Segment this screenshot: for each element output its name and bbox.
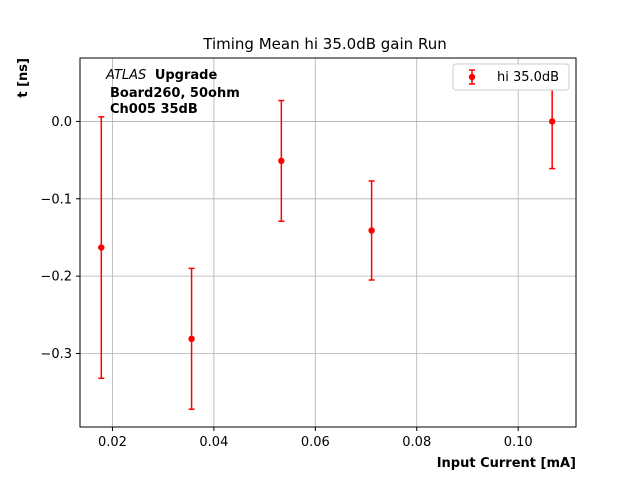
y-tick-label: −0.3 xyxy=(40,347,72,362)
point-marker xyxy=(368,227,375,234)
axis-ticks: 0.02 0.04 0.06 0.08 0.10 −0.3 −0.2 −0.1 0.0 xyxy=(40,115,532,450)
y-axis-label: t [ns] xyxy=(16,58,31,98)
x-tick-label: 0.04 xyxy=(199,435,228,450)
data-point xyxy=(278,99,285,222)
y-tick-label: 0.0 xyxy=(51,115,72,130)
point-marker xyxy=(98,244,105,251)
annotation-upgrade: Upgrade xyxy=(155,68,218,83)
x-axis-label: Input Current [mA] xyxy=(437,456,576,471)
y-tick-label: −0.2 xyxy=(40,270,72,285)
data-points xyxy=(98,73,556,410)
y-tick-label: −0.1 xyxy=(40,192,72,207)
annotation-line1: ATLAS Upgrade xyxy=(105,68,217,83)
point-marker xyxy=(278,157,285,165)
annotation-line2: Board260, 50ohm xyxy=(110,86,240,101)
x-tick-label: 0.06 xyxy=(301,435,330,450)
plot-frame xyxy=(79,57,577,428)
legend-marker xyxy=(468,73,476,81)
x-tick-label: 0.08 xyxy=(402,435,431,450)
annotation-atlas: ATLAS xyxy=(105,68,146,83)
chart-title: Timing Mean hi 35.0dB gain Run xyxy=(202,35,446,53)
annotation-line3: Ch005 35dB xyxy=(110,102,198,117)
x-tick-label: 0.02 xyxy=(98,435,127,450)
legend: hi 35.0dB xyxy=(452,63,570,91)
data-point xyxy=(368,180,375,281)
legend-label: hi 35.0dB xyxy=(497,70,559,85)
point-marker xyxy=(548,118,556,125)
x-tick-label: 0.10 xyxy=(504,435,533,450)
data-point xyxy=(188,267,195,410)
point-marker xyxy=(188,335,195,343)
legend-box xyxy=(452,63,570,91)
grid xyxy=(80,58,576,427)
data-point xyxy=(98,116,105,380)
